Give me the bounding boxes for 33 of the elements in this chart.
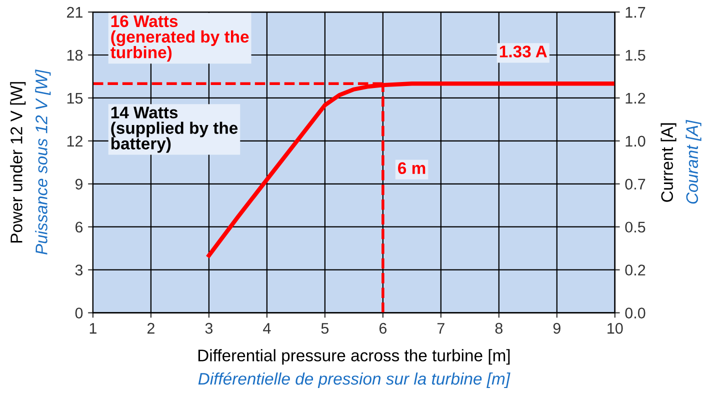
y-tick-label: 0 — [75, 308, 83, 318]
y2-tick-label: 1.2 — [626, 92, 646, 104]
y2-tick-label: 0.0 — [625, 308, 646, 318]
y2-tick-label: 0.2 — [625, 264, 646, 276]
y-tick-label: 18 — [67, 50, 83, 61]
y-tick-label: 6 — [76, 222, 83, 233]
x-tick-label: 8 — [495, 322, 502, 334]
y2-axis-title: Current [A] Courant [A] — [660, 120, 702, 204]
y-tick-label: 15 — [67, 92, 83, 104]
y-tick-label: 12 — [67, 136, 82, 146]
x-tick-label: 1 — [90, 323, 96, 334]
y2-tick-label: 0.5 — [625, 222, 646, 233]
y2-tick-label: 1.0 — [626, 136, 646, 147]
annotation: 6 m — [398, 162, 426, 174]
y-axis-title: Power under 12 V [W] Puissance sous 12 V [W] — [10, 69, 51, 255]
y2-tick-label: 1.5 — [626, 50, 646, 61]
y-tick-label: 21 — [67, 6, 82, 18]
x-tick-label: 3 — [205, 322, 213, 334]
x-tick-label: 9 — [553, 322, 560, 334]
y-tick-label: 9 — [75, 178, 83, 190]
annotation: 16 Watts (generated by the turbine) — [110, 15, 249, 62]
y-tick-label: 3 — [75, 264, 83, 276]
x-tick-label: 4 — [263, 323, 271, 334]
x-tick-label: 2 — [147, 322, 154, 334]
x-tick-label: 6 — [379, 322, 386, 334]
annotation: 1.33 A — [500, 46, 547, 58]
y2-tick-label: 0.7 — [625, 178, 646, 190]
y2-tick-label: 1.7 — [626, 7, 646, 18]
x-tick-label: 10 — [608, 322, 623, 334]
x-tick-label: 5 — [321, 323, 329, 334]
x-tick-label: 7 — [437, 323, 444, 334]
annotation: 14 Watts (supplied by the battery) — [111, 106, 238, 153]
x-axis-title: Differential pressure across the turbine [m] Différentielle de pression sur la turbine [m] — [198, 349, 510, 388]
